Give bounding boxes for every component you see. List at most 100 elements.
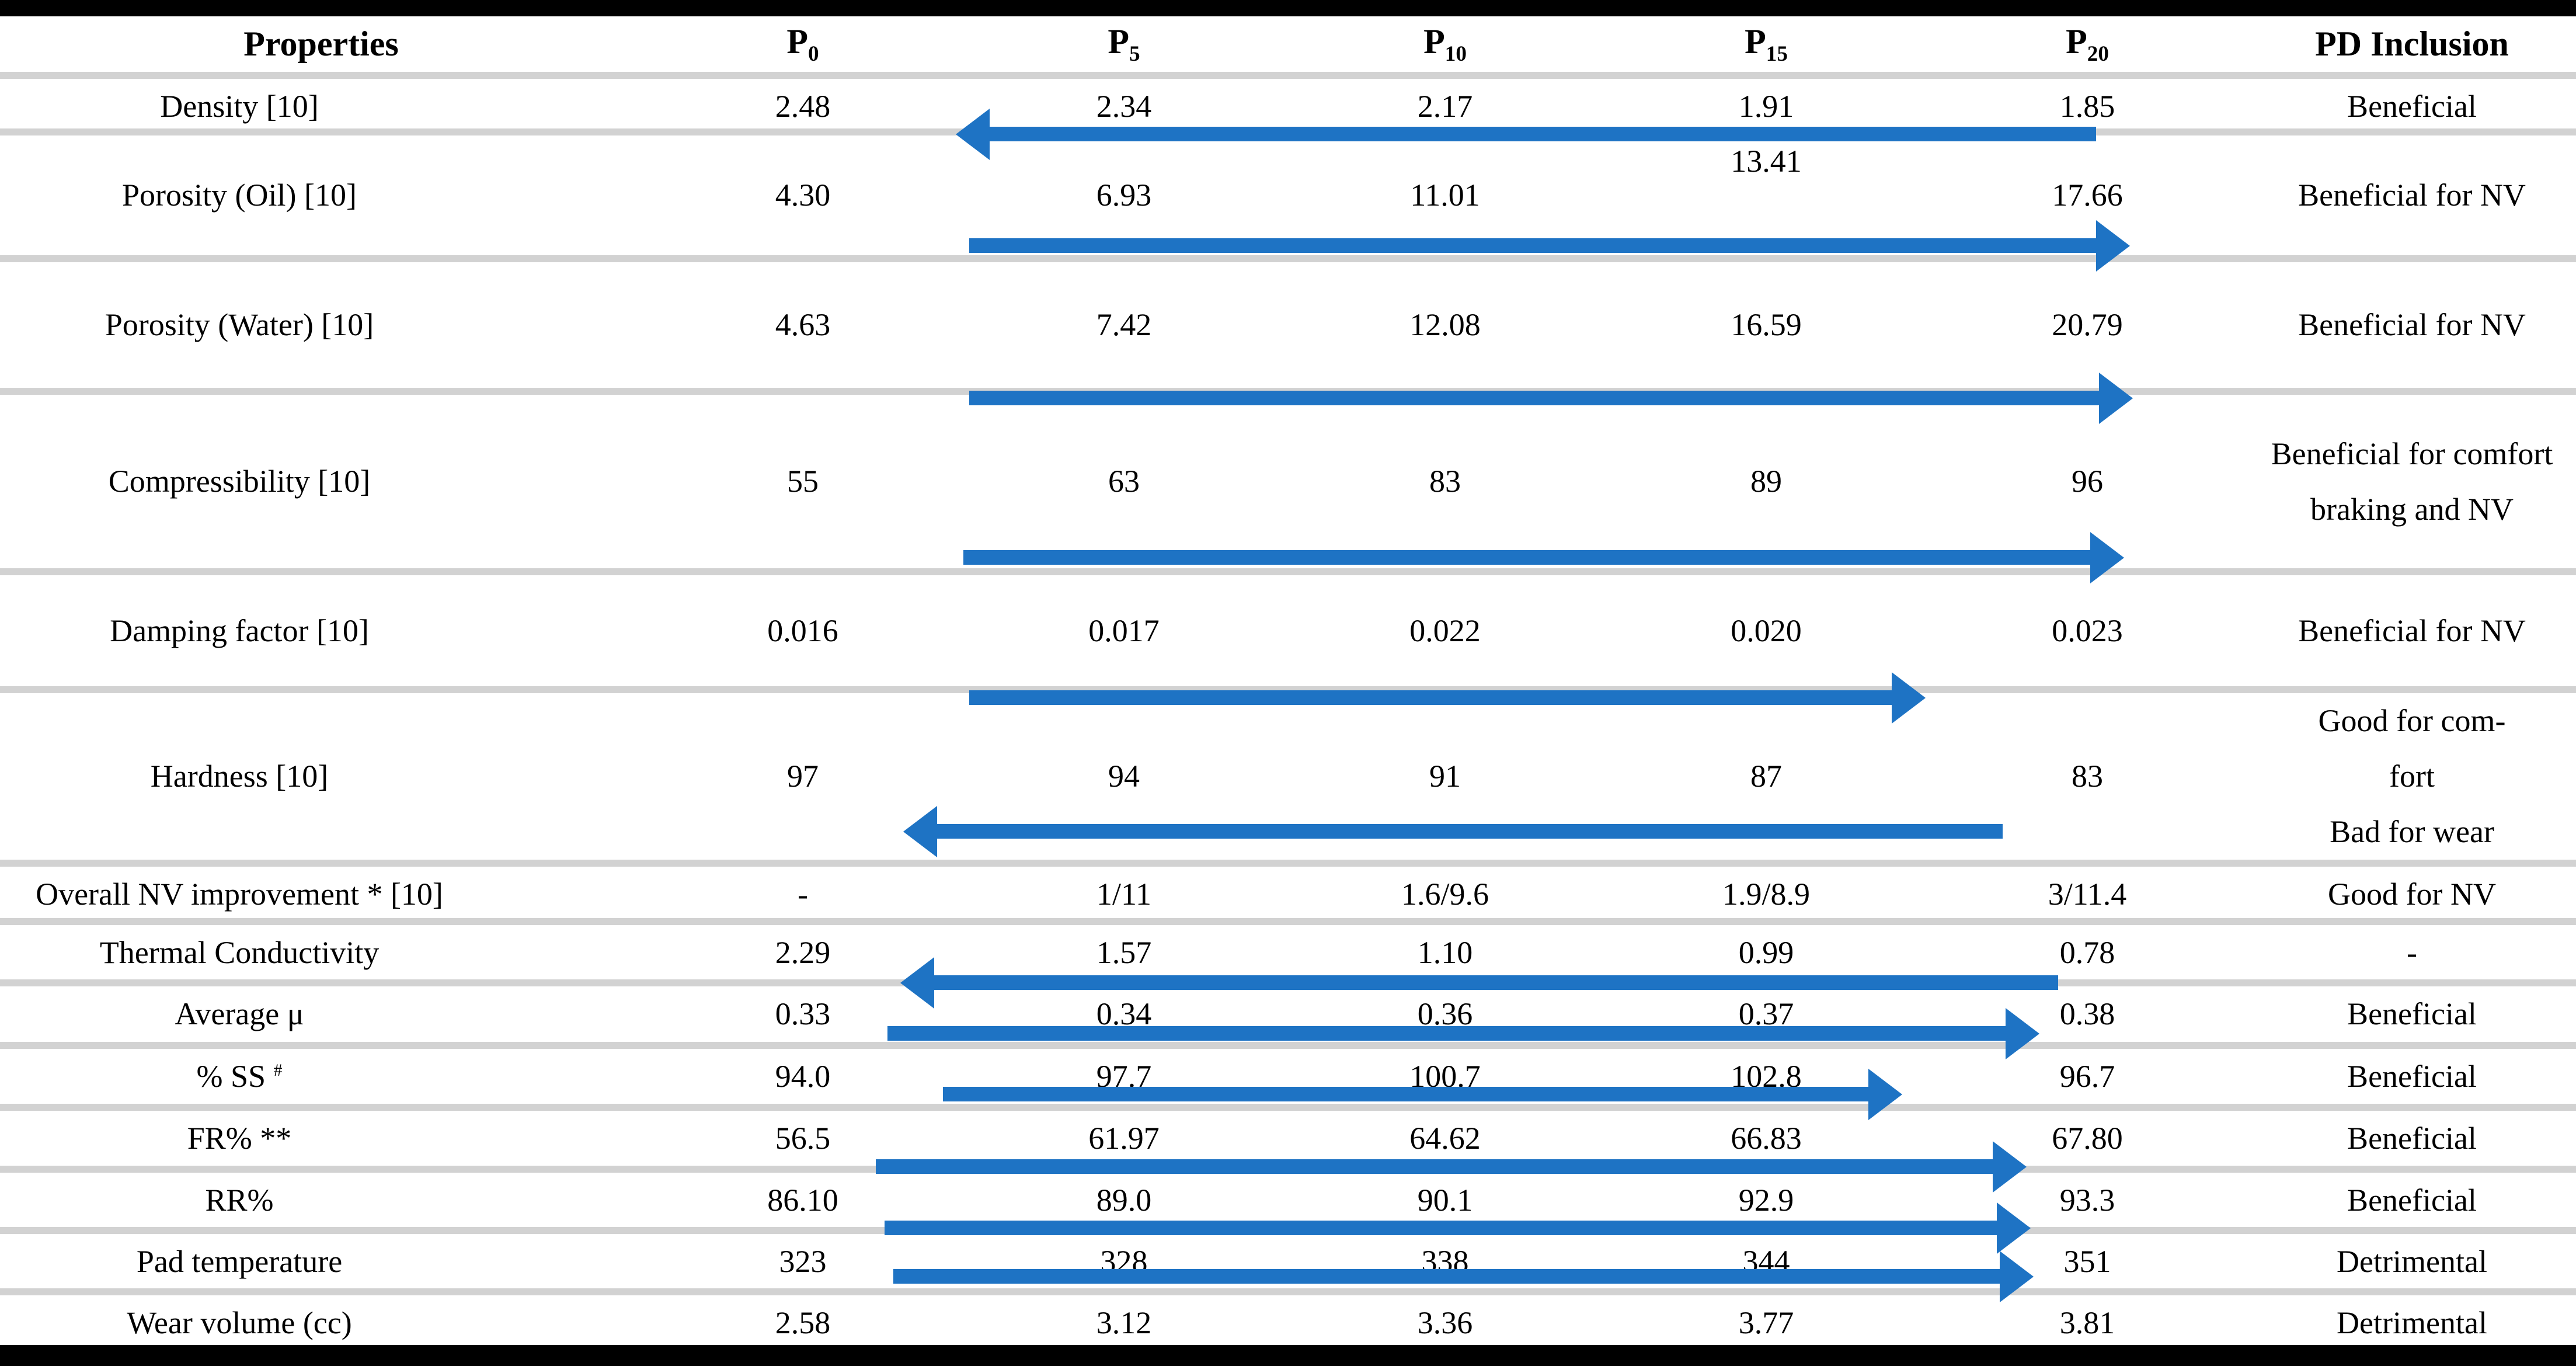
value-cell: 7.42 [1096, 307, 1152, 343]
property-cell: FR% ** [187, 1121, 292, 1156]
trend-arrow-right-icon [943, 1087, 1868, 1101]
table-row: % SS # 94.0 97.7 100.7 102.8 96.7 Benefi… [0, 1049, 2576, 1111]
value-cell: 0.022 [1409, 613, 1481, 648]
value-cell: - [798, 877, 808, 912]
pd-inclusion-cell: Beneficial for NV [2298, 178, 2526, 213]
column-header-p0: P0 [786, 22, 819, 66]
pd-line: fort [2389, 759, 2435, 794]
property-cell: Compressibility [10] [108, 464, 371, 499]
pd-line: Good for com- [2318, 703, 2506, 738]
trend-arrow-right-icon [885, 1221, 1997, 1235]
value-cell: 61.97 [1088, 1121, 1160, 1156]
value-cell: 11.01 [1410, 178, 1480, 213]
value-cell: 64.62 [1409, 1121, 1481, 1156]
property-cell: Density [10] [160, 89, 319, 124]
trend-arrow-right-icon [969, 690, 1892, 705]
table-row: Porosity (Water) [10] 4.63 7.42 12.08 16… [0, 262, 2576, 405]
property-cell: Hardness [10] [150, 759, 329, 794]
value-cell: 4.63 [775, 307, 831, 343]
value-cell: 0.016 [767, 613, 838, 648]
property-cell: Pad temperature [136, 1244, 343, 1280]
column-header-p10: P10 [1423, 22, 1467, 66]
value-cell: 0.78 [2059, 935, 2115, 971]
pd-inclusion-cell: Beneficial [2347, 1059, 2477, 1094]
trend-arrow-left-icon [990, 127, 2096, 141]
value-cell: 323 [779, 1244, 827, 1280]
property-cell: RR% [205, 1183, 274, 1218]
pd-inclusion-cell: Beneficial [2347, 89, 2477, 124]
value-cell: 2.58 [775, 1305, 831, 1341]
pd-inclusion-cell: Beneficial for comfort braking and NV [2271, 436, 2553, 527]
property-cell: Damping factor [10] [110, 613, 369, 648]
value-cell: 1.6/9.6 [1401, 877, 1489, 912]
pd-inclusion-cell: Good for NV [2328, 877, 2496, 912]
column-header-properties: Properties [243, 25, 399, 63]
pd-inclusion-cell: Good for com- fort Bad for wear [2248, 693, 2576, 860]
value-cell: 2.48 [775, 89, 831, 124]
subscript: 10 [1444, 41, 1467, 66]
subscript: 0 [808, 41, 819, 66]
trend-arrow-right-icon [876, 1159, 1993, 1174]
value-cell: 1/11 [1096, 877, 1151, 912]
value-cell: 1.85 [2059, 89, 2115, 124]
table-header-row: Properties P0 P5 P10 P15 P20 PD Inclusio… [0, 16, 2576, 79]
value-cell: 2.29 [775, 935, 831, 971]
value-cell: 93.3 [2059, 1183, 2115, 1218]
table-row: Average μ 0.33 0.34 0.36 0.37 0.38 Benef… [0, 986, 2576, 1049]
value-cell: 6.93 [1096, 178, 1152, 213]
column-header-p20: P20 [2066, 22, 2109, 66]
value-cell: 0.33 [775, 996, 831, 1032]
table-row: Compressibility [10] 55 63 83 89 96 Bene… [0, 395, 2576, 575]
value-cell: 96 [2072, 464, 2103, 499]
value-cell: 67.80 [2052, 1121, 2123, 1156]
value-cell: 0.38 [2059, 996, 2115, 1032]
value-cell: 92.9 [1738, 1183, 1794, 1218]
value-cell: 16.59 [1731, 307, 1802, 343]
value-cell: 83 [1429, 464, 1461, 499]
column-header-pd-inclusion: PD Inclusion [2315, 25, 2509, 63]
value-cell: 0.017 [1088, 613, 1160, 648]
value-cell: 1.91 [1738, 89, 1794, 124]
pd-inclusion-cell: Detrimental [2337, 1244, 2487, 1279]
value-cell: 56.5 [775, 1121, 831, 1156]
superscript: # [273, 1061, 283, 1080]
pd-line: Bad for wear [2330, 814, 2494, 849]
table-row: Porosity (Oil) [10] 4.30 6.93 11.01 13.4… [0, 135, 2576, 262]
subscript: 15 [1766, 41, 1788, 66]
trend-arrow-left-icon [937, 824, 2003, 839]
table-row: Pad temperature 323 328 338 344 351 Detr… [0, 1234, 2576, 1295]
value-cell: 3/11.4 [2048, 877, 2127, 912]
value-cell: 0.023 [2052, 613, 2123, 648]
value-cell: 3.36 [1417, 1305, 1473, 1341]
table-row: Hardness [10] 97 94 91 87 83 Good for co… [0, 693, 2576, 867]
subscript: 20 [2087, 41, 2109, 66]
value-cell: 94.0 [775, 1059, 831, 1094]
subscript: 5 [1129, 41, 1140, 66]
value-cell: 1.9/8.9 [1722, 877, 1810, 912]
table-row: Thermal Conductivity 2.29 1.57 1.10 0.99… [0, 925, 2576, 990]
value-cell: 3.12 [1096, 1305, 1152, 1341]
table-row: Overall NV improvement * [10] - 1/11 1.6… [0, 867, 2576, 925]
property-cell: Porosity (Water) [10] [105, 307, 374, 343]
value-cell: 89.0 [1096, 1183, 1152, 1218]
value-cell: 87 [1750, 759, 1782, 794]
pd-inclusion-cell: Beneficial [2347, 996, 2477, 1031]
value-cell: 4.30 [775, 178, 831, 213]
table-row: Damping factor [10] 0.016 0.017 0.022 0.… [0, 575, 2576, 705]
table-row: Wear volume (cc) 2.58 3.12 3.36 3.77 3.8… [0, 1295, 2576, 1345]
value-cell: 12.08 [1409, 307, 1481, 343]
trend-arrow-left-icon [934, 975, 2058, 990]
value-cell: 13.41 [1731, 144, 1802, 179]
property-cell: Overall NV improvement * [10] [36, 877, 443, 912]
trend-arrow-right-icon [969, 391, 2099, 405]
column-header-p5: P5 [1108, 22, 1140, 66]
trend-arrow-right-icon [887, 1026, 2006, 1041]
pd-inclusion-cell: Beneficial for NV [2298, 613, 2526, 648]
trend-arrow-right-icon [893, 1269, 2000, 1284]
value-cell: 3.77 [1738, 1305, 1794, 1341]
value-cell: 0.020 [1731, 613, 1802, 648]
value-cell: 94 [1108, 759, 1140, 794]
value-cell: 89 [1750, 464, 1782, 499]
value-cell: 0.99 [1738, 935, 1794, 971]
